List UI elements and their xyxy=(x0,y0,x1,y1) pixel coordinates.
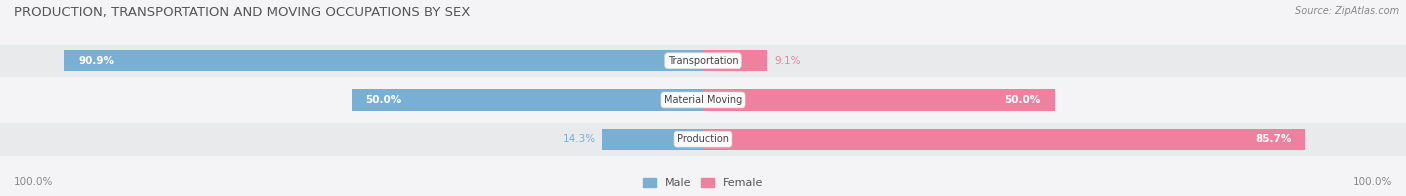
Text: 14.3%: 14.3% xyxy=(562,134,596,144)
Bar xyxy=(703,89,1054,111)
Text: 85.7%: 85.7% xyxy=(1256,134,1292,144)
Bar xyxy=(352,89,703,111)
Text: Material Moving: Material Moving xyxy=(664,95,742,105)
Bar xyxy=(0,123,1406,155)
Bar xyxy=(63,50,703,71)
Text: PRODUCTION, TRANSPORTATION AND MOVING OCCUPATIONS BY SEX: PRODUCTION, TRANSPORTATION AND MOVING OC… xyxy=(14,6,471,19)
Bar xyxy=(0,84,1406,116)
Bar xyxy=(703,50,768,71)
Legend: Male, Female: Male, Female xyxy=(643,178,763,189)
Text: 100.0%: 100.0% xyxy=(1353,177,1392,187)
Bar xyxy=(0,45,1406,76)
Text: 90.9%: 90.9% xyxy=(77,56,114,66)
Text: 100.0%: 100.0% xyxy=(14,177,53,187)
Bar xyxy=(603,129,703,150)
Text: 9.1%: 9.1% xyxy=(775,56,800,66)
Text: Transportation: Transportation xyxy=(668,56,738,66)
Text: 50.0%: 50.0% xyxy=(1004,95,1040,105)
Text: Source: ZipAtlas.com: Source: ZipAtlas.com xyxy=(1295,6,1399,16)
Text: Production: Production xyxy=(678,134,728,144)
Bar xyxy=(703,129,1305,150)
Text: 50.0%: 50.0% xyxy=(366,95,402,105)
